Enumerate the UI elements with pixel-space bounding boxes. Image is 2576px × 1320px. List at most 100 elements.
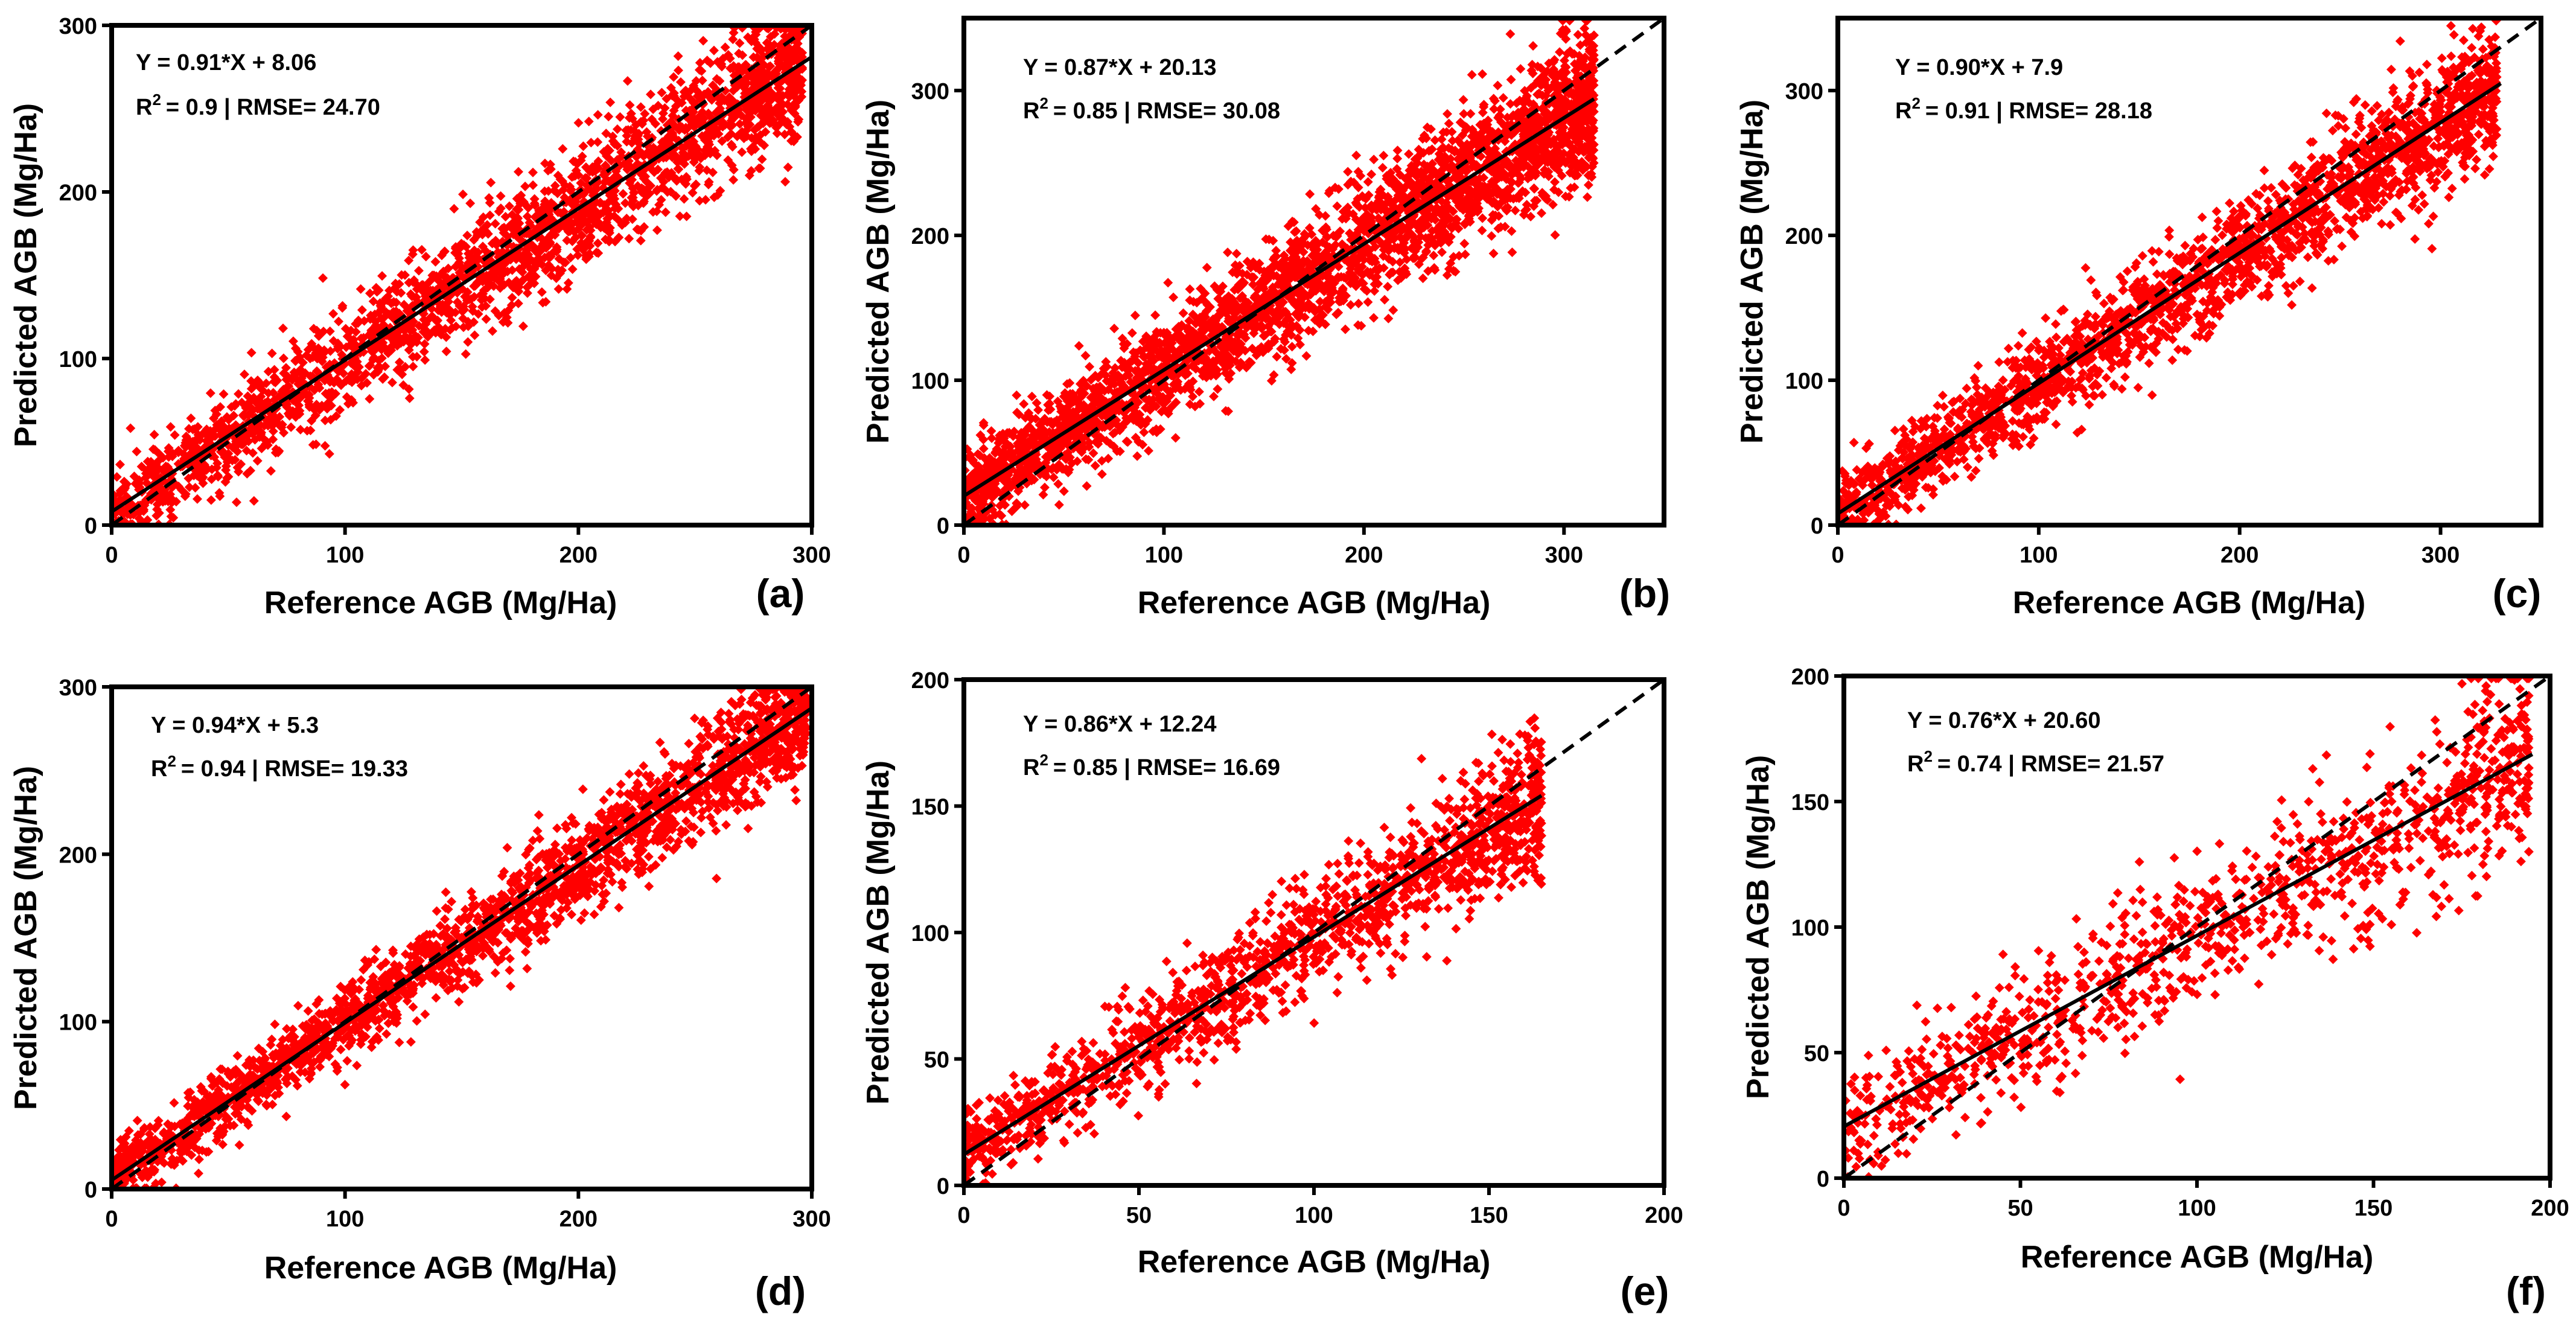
scatter-point (311, 400, 322, 410)
scatter-point (412, 351, 422, 362)
scatter-point (585, 231, 596, 241)
scatter-point (655, 173, 666, 183)
scatter-point (384, 285, 395, 296)
scatter-point (725, 53, 735, 63)
scatter-point (1164, 338, 1175, 348)
scatter-point (646, 89, 656, 100)
scatter-point (1425, 172, 1435, 182)
scatter-point (1008, 431, 1018, 441)
scatter-point (605, 97, 616, 107)
scatter-point (1273, 279, 1283, 290)
scatter-point (780, 177, 791, 187)
scatter-point (203, 435, 214, 445)
scatter-point (753, 122, 763, 132)
scatter-point (469, 281, 479, 292)
scatter-point (234, 389, 244, 399)
scatter-point (257, 432, 267, 442)
scatter-point (418, 327, 429, 337)
scatter-point (334, 316, 344, 327)
x-tick-label: 0 (105, 543, 118, 568)
scatter-point (728, 86, 738, 96)
scatter-point (404, 255, 414, 266)
scatter-point (522, 201, 532, 211)
scatter-point (408, 245, 418, 255)
scatter-point (396, 338, 406, 348)
scatter-point (1566, 142, 1577, 152)
scatter-point (783, 162, 793, 173)
scatter-point (1489, 104, 1499, 114)
scatter-point (528, 180, 538, 190)
scatter-point (1514, 177, 1525, 188)
scatter-point (615, 112, 625, 122)
scatter-point (1524, 98, 1534, 108)
scatter-point (166, 511, 176, 521)
scatter-point (1588, 153, 1598, 164)
scatter-point (610, 173, 620, 183)
scatter-point (436, 270, 446, 280)
scatter-point (1324, 188, 1334, 199)
scatter-point (1392, 153, 1403, 164)
scatter-point (722, 132, 733, 142)
scatter-point (1012, 407, 1022, 418)
scatter-point (790, 81, 800, 91)
scatter-point (593, 238, 603, 248)
scatter-point (1441, 127, 1452, 137)
scatter-point (790, 97, 800, 107)
scatter-point (1180, 370, 1190, 380)
scatter-point (797, 86, 807, 97)
scatter-point (348, 398, 358, 408)
scatter-point (794, 32, 805, 42)
scatter-point (483, 229, 493, 239)
scatter-point (506, 300, 517, 310)
scatter-point (1450, 267, 1461, 277)
scatter-point (559, 257, 569, 267)
scatter-point (512, 204, 522, 214)
scatter-point (1012, 390, 1022, 400)
scatter-point (632, 224, 642, 234)
scatter-point (368, 296, 378, 307)
scatter-point (1185, 399, 1195, 409)
scatter-point (283, 409, 293, 419)
scatter-point (797, 48, 808, 58)
scatter-point (772, 128, 782, 138)
scatter-point (154, 508, 164, 518)
scatter-point (1498, 93, 1508, 103)
scatter-point (1292, 238, 1302, 249)
scatter-point (1406, 243, 1417, 253)
scatter-point (521, 258, 532, 269)
scatter-point (126, 423, 136, 433)
scatter-point (593, 110, 603, 120)
scatter-point (1175, 330, 1185, 340)
scatter-point (1210, 357, 1220, 368)
scatter-point (503, 317, 513, 328)
scatter-point (466, 294, 476, 304)
scatter-point (1488, 94, 1499, 104)
scatter-point (1409, 251, 1420, 261)
scatter-point (522, 288, 532, 298)
scatter-point (326, 400, 336, 410)
scatter-point (337, 303, 348, 313)
scatter-point (1459, 109, 1469, 119)
scatter-point (1080, 351, 1091, 361)
scatter-point (1209, 391, 1219, 401)
scatter-point (624, 234, 634, 244)
scatter-point (652, 186, 662, 196)
scatter-point (463, 249, 473, 259)
r2-symbol: R (136, 95, 152, 120)
scatter-point (325, 326, 335, 336)
scatter-point (1380, 295, 1390, 305)
scatter-point (681, 174, 692, 184)
scatter-point (170, 430, 180, 440)
scatter-point (318, 273, 328, 283)
scatter-point (717, 136, 727, 146)
scatter-point (639, 151, 649, 161)
scatter-point (369, 369, 379, 380)
scatter-point (1478, 213, 1488, 223)
scatter-point (1465, 109, 1476, 119)
scatter-point (1110, 427, 1120, 438)
scatter-point (132, 447, 142, 457)
scatter-point (319, 345, 330, 356)
scatter-point (205, 388, 215, 398)
scatter-point (789, 109, 800, 119)
scatter-point (1528, 41, 1538, 51)
